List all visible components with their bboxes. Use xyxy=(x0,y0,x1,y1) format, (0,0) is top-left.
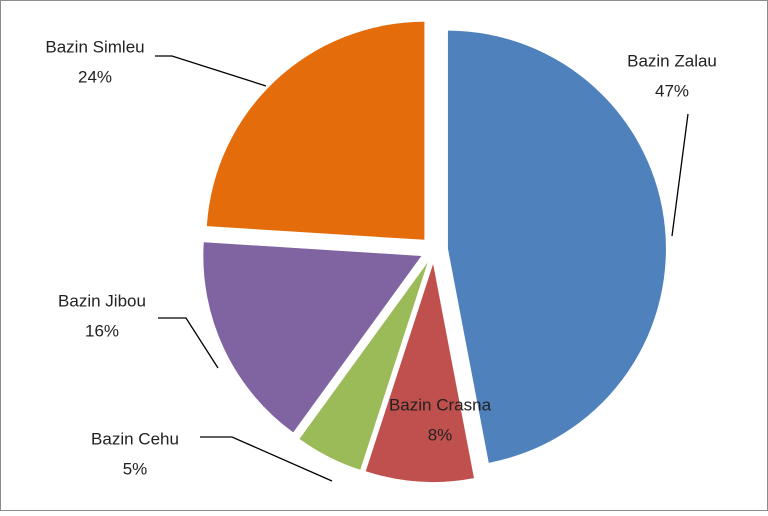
pie-slice xyxy=(365,263,474,482)
slice-value-label: 5% xyxy=(123,459,148,478)
leader-line xyxy=(671,113,689,237)
slice-label: Bazin Zalau xyxy=(627,51,717,70)
leader-line xyxy=(158,317,219,369)
leader-line xyxy=(155,55,267,87)
slice-label: Bazin Simleu xyxy=(45,37,144,56)
slice-label: Bazin Cehu xyxy=(91,429,179,448)
leader-line xyxy=(200,436,333,482)
slice-value-label: 24% xyxy=(78,67,112,86)
slice-value-label: 16% xyxy=(85,321,119,340)
slice-value-label: 8% xyxy=(428,425,453,444)
pie-slice xyxy=(203,242,422,433)
pie xyxy=(203,21,666,482)
slice-value-label: 47% xyxy=(655,81,689,100)
pie-slice xyxy=(299,262,428,470)
slice-label: Bazin Jibou xyxy=(58,291,146,310)
slice-label: Bazin Crasna xyxy=(389,395,492,414)
pie-slice xyxy=(206,21,425,240)
pie-slice xyxy=(447,30,666,463)
